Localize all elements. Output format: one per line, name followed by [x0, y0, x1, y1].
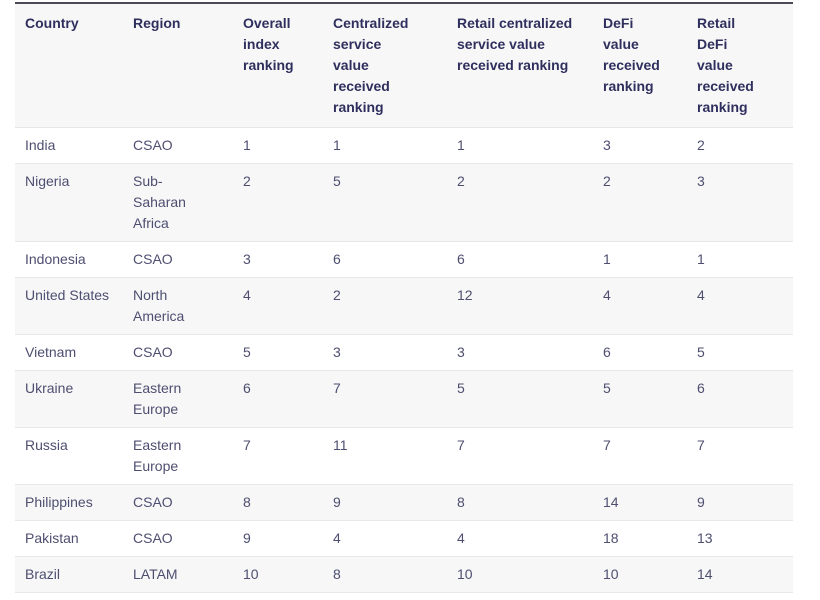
- cell-retail-centralized-service-ranking: 12: [447, 277, 593, 335]
- cell-centralized-service-ranking: 3: [323, 334, 447, 371]
- cell-region: CSAO: [123, 241, 233, 278]
- cell-country: Vietnam: [15, 334, 123, 371]
- cell-region: Eastern Europe: [123, 427, 233, 485]
- column-header-defi-value-received-ranking: DeFi value received ranking: [593, 2, 687, 128]
- cell-centralized-service-ranking: 7: [323, 370, 447, 428]
- cell-overall-index-ranking: 4: [233, 277, 323, 335]
- cell-overall-index-ranking: 10: [233, 556, 323, 593]
- cell-retail-defi-value-ranking: 3: [687, 163, 793, 242]
- cell-defi-value-ranking: 14: [593, 484, 687, 521]
- cell-region: CSAO: [123, 334, 233, 371]
- country-ranking-table: Country Region Overall index ranking Cen…: [15, 2, 793, 593]
- column-header-retail-centralized-service-value-received-ranking: Retail centralized service value receive…: [447, 2, 593, 128]
- table-row-russia: Russia Eastern Europe 7 11 7 7 7: [15, 427, 793, 485]
- table-row-vietnam: Vietnam CSAO 5 3 3 6 5: [15, 334, 793, 371]
- cell-retail-centralized-service-ranking: 8: [447, 484, 593, 521]
- cell-country: India: [15, 127, 123, 164]
- cell-centralized-service-ranking: 9: [323, 484, 447, 521]
- cell-centralized-service-ranking: 5: [323, 163, 447, 242]
- cell-country: Pakistan: [15, 520, 123, 557]
- cell-centralized-service-ranking: 11: [323, 427, 447, 485]
- cell-defi-value-ranking: 3: [593, 127, 687, 164]
- cell-defi-value-ranking: 10: [593, 556, 687, 593]
- cell-country: Brazil: [15, 556, 123, 593]
- cell-region: CSAO: [123, 484, 233, 521]
- cell-retail-centralized-service-ranking: 3: [447, 334, 593, 371]
- cell-region: CSAO: [123, 127, 233, 164]
- table-row-nigeria: Nigeria Sub-Saharan Africa 2 5 2 2 3: [15, 163, 793, 242]
- cell-overall-index-ranking: 6: [233, 370, 323, 428]
- cell-retail-centralized-service-ranking: 10: [447, 556, 593, 593]
- cell-region: North America: [123, 277, 233, 335]
- cell-defi-value-ranking: 2: [593, 163, 687, 242]
- cell-country: Nigeria: [15, 163, 123, 242]
- cell-retail-defi-value-ranking: 5: [687, 334, 793, 371]
- cell-retail-centralized-service-ranking: 6: [447, 241, 593, 278]
- ranking-table-container: Country Region Overall index ranking Cen…: [15, 2, 793, 593]
- column-header-country: Country: [15, 2, 123, 128]
- table-row-united-states: United States North America 4 2 12 4 4: [15, 277, 793, 335]
- header-row: Country Region Overall index ranking Cen…: [15, 2, 793, 128]
- cell-retail-centralized-service-ranking: 7: [447, 427, 593, 485]
- cell-defi-value-ranking: 6: [593, 334, 687, 371]
- cell-retail-defi-value-ranking: 2: [687, 127, 793, 164]
- cell-defi-value-ranking: 5: [593, 370, 687, 428]
- cell-overall-index-ranking: 5: [233, 334, 323, 371]
- table-row-ukraine: Ukraine Eastern Europe 6 7 5 5 6: [15, 370, 793, 428]
- cell-retail-centralized-service-ranking: 1: [447, 127, 593, 164]
- cell-retail-defi-value-ranking: 4: [687, 277, 793, 335]
- cell-centralized-service-ranking: 2: [323, 277, 447, 335]
- cell-defi-value-ranking: 18: [593, 520, 687, 557]
- cell-region: Eastern Europe: [123, 370, 233, 428]
- cell-retail-defi-value-ranking: 14: [687, 556, 793, 593]
- column-header-retail-defi-value-received-ranking: Retail DeFi value received ranking: [687, 2, 793, 128]
- cell-region: Sub-Saharan Africa: [123, 163, 233, 242]
- cell-overall-index-ranking: 7: [233, 427, 323, 485]
- cell-country: Indonesia: [15, 241, 123, 278]
- cell-overall-index-ranking: 1: [233, 127, 323, 164]
- table-row-philippines: Philippines CSAO 8 9 8 14 9: [15, 484, 793, 521]
- table-row-brazil: Brazil LATAM 10 8 10 10 14: [15, 556, 793, 593]
- column-header-centralized-service-value-received-ranking: Centralized service value received ranki…: [323, 2, 447, 128]
- cell-defi-value-ranking: 1: [593, 241, 687, 278]
- cell-retail-defi-value-ranking: 7: [687, 427, 793, 485]
- cell-country: United States: [15, 277, 123, 335]
- table-row-pakistan: Pakistan CSAO 9 4 4 18 13: [15, 520, 793, 557]
- cell-retail-centralized-service-ranking: 4: [447, 520, 593, 557]
- cell-overall-index-ranking: 2: [233, 163, 323, 242]
- cell-overall-index-ranking: 8: [233, 484, 323, 521]
- cell-retail-centralized-service-ranking: 5: [447, 370, 593, 428]
- cell-retail-defi-value-ranking: 6: [687, 370, 793, 428]
- cell-region: LATAM: [123, 556, 233, 593]
- cell-centralized-service-ranking: 4: [323, 520, 447, 557]
- cell-region: CSAO: [123, 520, 233, 557]
- table-row-india: India CSAO 1 1 1 3 2: [15, 127, 793, 164]
- table-body: India CSAO 1 1 1 3 2 Nigeria Sub-Saharan…: [15, 127, 793, 593]
- cell-country: Philippines: [15, 484, 123, 521]
- cell-centralized-service-ranking: 6: [323, 241, 447, 278]
- cell-country: Russia: [15, 427, 123, 485]
- cell-retail-defi-value-ranking: 13: [687, 520, 793, 557]
- cell-centralized-service-ranking: 8: [323, 556, 447, 593]
- table-row-indonesia: Indonesia CSAO 3 6 6 1 1: [15, 241, 793, 278]
- cell-retail-centralized-service-ranking: 2: [447, 163, 593, 242]
- column-header-region: Region: [123, 2, 233, 128]
- cell-defi-value-ranking: 4: [593, 277, 687, 335]
- cell-centralized-service-ranking: 1: [323, 127, 447, 164]
- cell-retail-defi-value-ranking: 9: [687, 484, 793, 521]
- cell-overall-index-ranking: 9: [233, 520, 323, 557]
- cell-country: Ukraine: [15, 370, 123, 428]
- cell-retail-defi-value-ranking: 1: [687, 241, 793, 278]
- cell-defi-value-ranking: 7: [593, 427, 687, 485]
- column-header-overall-index-ranking: Overall index ranking: [233, 2, 323, 128]
- table-header: Country Region Overall index ranking Cen…: [15, 2, 793, 128]
- cell-overall-index-ranking: 3: [233, 241, 323, 278]
